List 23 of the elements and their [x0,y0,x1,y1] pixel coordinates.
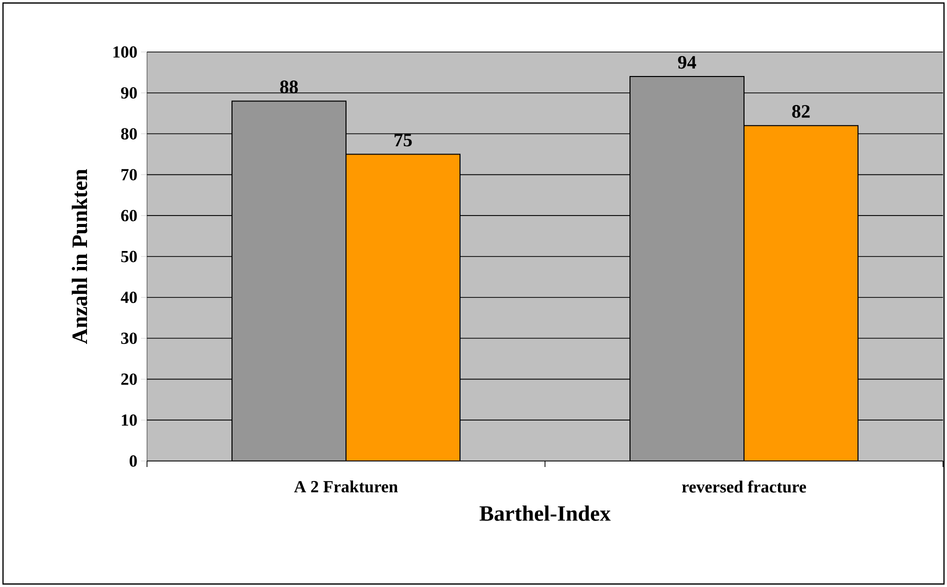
x-tick-label: reversed fracture [682,480,806,493]
y-tick-label: 70 [122,168,137,180]
y-axis-title: Anzahl in Punkten [72,169,88,344]
y-tick-label: 60 [121,210,137,222]
x-axis-title: Barthel-Index [480,505,611,521]
data-label: 75 [394,134,412,146]
y-tick-label: 0 [130,455,137,467]
x-tick-label: A 2 Frakturen [294,480,398,492]
y-tick-label: 10 [122,414,137,426]
y-tick-label: 40 [120,292,137,304]
y-tick-label: 20 [121,373,137,385]
bar [346,154,461,461]
bar [232,100,347,461]
data-label: 82 [792,105,810,118]
data-label: 88 [280,80,298,94]
bar [630,76,745,461]
y-tick-label: 100 [113,46,137,58]
y-tick-label: 50 [121,250,137,262]
data-label: 94 [678,56,696,69]
y-tick-label: 30 [121,332,137,344]
y-tick-label: 90 [121,87,137,99]
y-tick-label: 80 [121,128,137,140]
bar [744,125,859,461]
